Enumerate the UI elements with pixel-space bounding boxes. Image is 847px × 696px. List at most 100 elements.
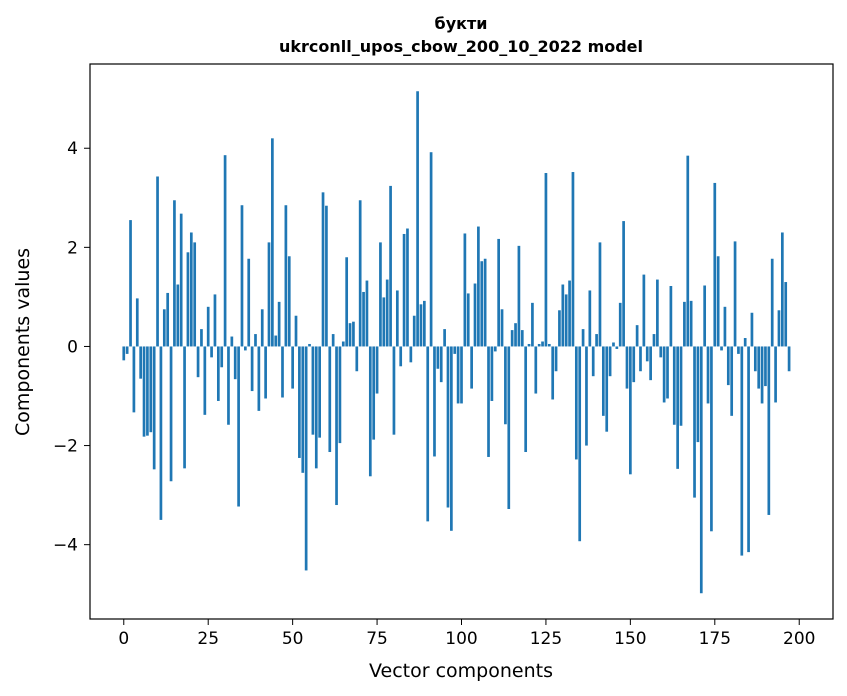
x-tick-label: 50	[282, 629, 304, 649]
bar-89	[423, 300, 426, 347]
bar-139	[591, 346, 595, 377]
bar-103	[470, 346, 473, 389]
bar-192	[770, 258, 774, 347]
bar-16	[176, 284, 180, 347]
bar-70	[358, 200, 362, 347]
bar-38	[250, 346, 254, 392]
bar-67	[348, 323, 352, 347]
bar-40	[257, 346, 261, 411]
bar-122	[534, 346, 538, 394]
bar-95	[443, 329, 446, 347]
bar-37	[247, 258, 251, 347]
bar-63	[335, 346, 338, 506]
bar-35	[240, 205, 244, 347]
bar-173	[706, 346, 710, 404]
bar-93	[436, 346, 440, 369]
bar-32	[230, 336, 234, 347]
bar-13	[166, 292, 170, 347]
bar-71	[362, 291, 365, 347]
bar-121	[531, 302, 534, 347]
bar-149	[625, 346, 629, 389]
bar-169	[693, 346, 696, 498]
bar-52	[298, 346, 301, 458]
bar-191	[767, 346, 771, 515]
bar-98	[453, 346, 457, 354]
bar-39	[254, 334, 257, 347]
bar-48	[284, 205, 288, 347]
x-tick-label: 175	[699, 629, 731, 649]
bar-140	[595, 334, 598, 347]
bar-11	[159, 346, 163, 520]
bar-163	[672, 346, 676, 425]
bar-0	[122, 346, 126, 361]
bar-127	[551, 346, 555, 400]
bar-183	[740, 346, 744, 556]
bar-20	[189, 232, 193, 347]
bar-14	[169, 346, 173, 482]
bar-7	[146, 346, 149, 436]
bar-72	[365, 280, 369, 347]
bar-161	[666, 346, 669, 399]
bar-129	[558, 310, 561, 347]
bar-148	[622, 221, 625, 347]
bar-73	[368, 346, 372, 477]
x-axis-label: Vector components	[369, 660, 553, 682]
bar-115	[510, 330, 514, 347]
x-tick-label: 150	[614, 629, 646, 649]
bar-12	[162, 309, 166, 347]
bar-75	[375, 346, 379, 394]
bar-152	[635, 325, 639, 347]
bar-195	[780, 232, 784, 347]
bar-77	[382, 297, 386, 347]
bar-30	[223, 155, 227, 347]
bar-159	[659, 346, 663, 358]
bar-107	[483, 258, 487, 347]
bar-62	[331, 334, 335, 347]
bar-29	[220, 346, 224, 368]
y-tick-label: 4	[67, 139, 78, 159]
bar-53	[301, 346, 305, 473]
x-tick-label: 125	[530, 629, 562, 649]
bar-184	[743, 338, 747, 347]
bar-26	[210, 346, 213, 358]
bar-144	[608, 346, 612, 377]
bar-111	[497, 238, 500, 347]
bar-5	[139, 346, 143, 379]
bar-104	[473, 283, 477, 347]
bar-136	[581, 329, 585, 347]
y-axis-label: Components values	[12, 248, 34, 436]
bar-18	[183, 346, 186, 469]
bar-94	[439, 346, 443, 383]
bar-168	[689, 300, 693, 347]
bar-66	[345, 257, 349, 347]
bar-113	[504, 346, 507, 425]
bar-10	[156, 176, 159, 347]
bar-45	[274, 335, 278, 347]
bar-162	[669, 286, 673, 347]
bar-101	[463, 233, 467, 347]
bar-124	[541, 341, 544, 347]
bar-179	[726, 346, 730, 386]
bar-9	[152, 346, 156, 470]
bar-138	[588, 290, 592, 347]
bar-112	[500, 309, 504, 347]
bar-158	[656, 279, 659, 347]
bar-142	[601, 346, 605, 416]
bar-28	[216, 346, 220, 401]
bar-84	[406, 228, 409, 347]
x-tick-label: 25	[197, 629, 219, 649]
bar-24	[203, 346, 207, 415]
chart-title-line1: букти	[435, 14, 488, 33]
bar-170	[696, 346, 700, 443]
bar-134	[574, 346, 578, 460]
bar-87	[416, 91, 419, 347]
chart-title-line2: ukrconll_upos_cbow_200_10_2022 model	[279, 37, 643, 56]
bar-4	[135, 298, 139, 347]
bar-143	[605, 346, 609, 432]
x-tick-label: 200	[783, 629, 815, 649]
bar-21	[193, 242, 197, 347]
bar-23	[200, 329, 203, 347]
bar-85	[409, 346, 413, 363]
bar-15	[173, 200, 176, 347]
